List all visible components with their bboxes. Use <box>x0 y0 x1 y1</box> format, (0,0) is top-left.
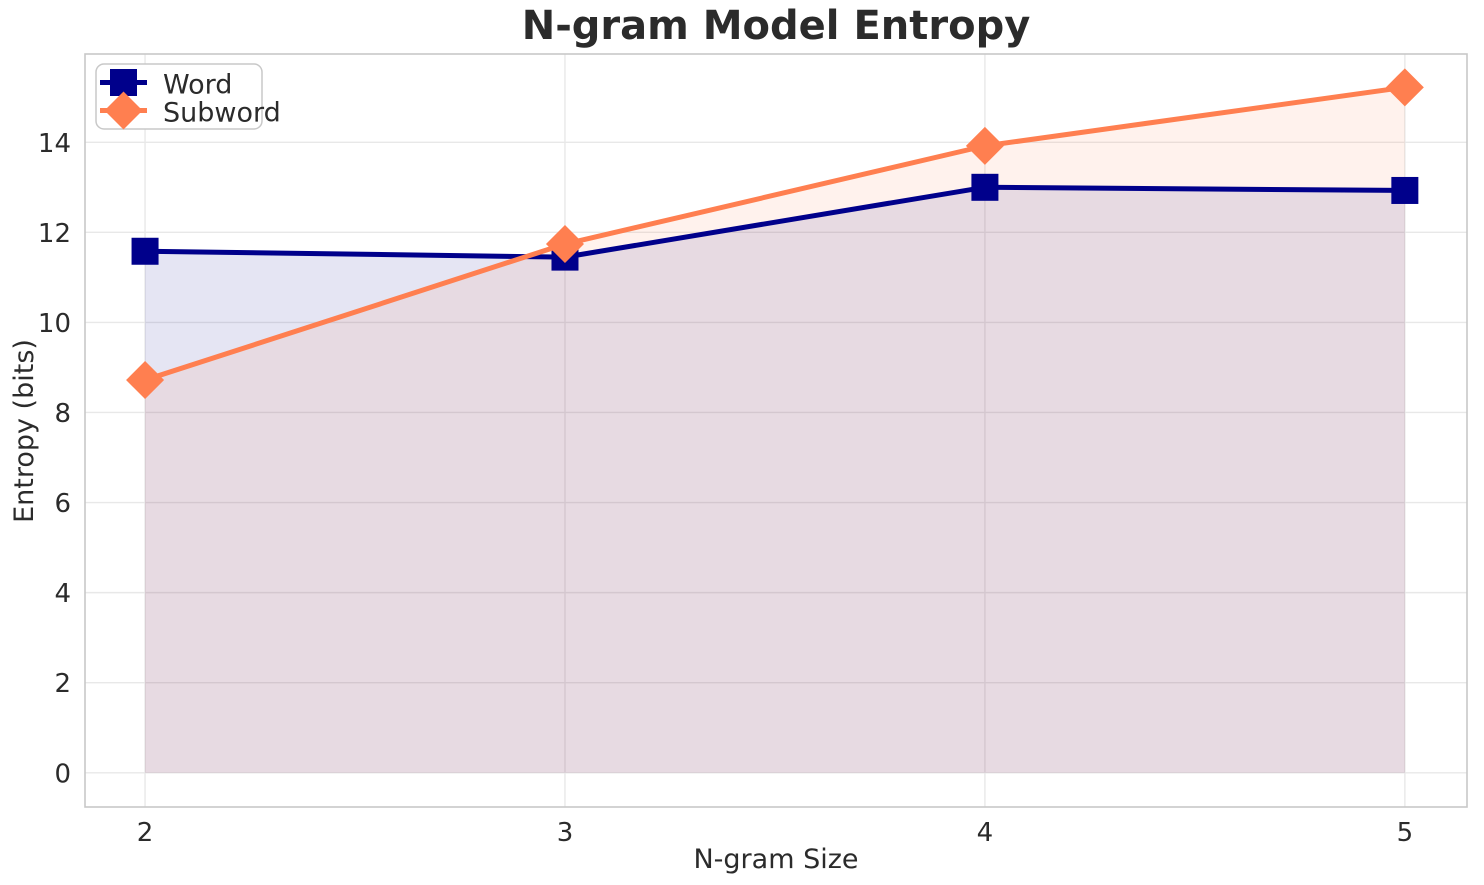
word-line <box>145 184 1405 260</box>
series-subword <box>126 68 1424 400</box>
subword-diamond-marker <box>104 91 143 130</box>
x-tick-2: 2 <box>137 818 154 848</box>
y-tick-2: 2 <box>54 669 71 699</box>
legend: Word Subword <box>95 63 281 130</box>
y-tick-14: 14 <box>38 129 71 159</box>
x-tick-5: 5 <box>1397 818 1414 848</box>
y-tick-4: 4 <box>54 579 71 609</box>
subword-line <box>144 84 1406 383</box>
y-axis-tick-labels: 0 2 4 6 8 10 12 14 <box>38 129 71 790</box>
chart-title: N-gram Model Entropy <box>522 3 1031 49</box>
legend-label-subword: Subword <box>163 98 281 129</box>
series-word <box>131 173 1419 271</box>
x-tick-4: 4 <box>977 818 994 848</box>
y-tick-10: 10 <box>38 309 71 339</box>
plot-border <box>84 53 1468 808</box>
area-fills <box>145 87 1405 773</box>
x-tick-3: 3 <box>557 818 574 848</box>
legend-item-subword: Subword <box>100 91 281 130</box>
legend-label-word: Word <box>163 70 232 101</box>
y-tick-6: 6 <box>54 489 71 519</box>
word-marker-x2 <box>131 237 159 265</box>
area-fill-subword <box>145 87 1405 773</box>
y-tick-0: 0 <box>54 759 71 789</box>
y-tick-8: 8 <box>54 399 71 429</box>
x-axis-label: N-gram Size <box>693 844 858 875</box>
y-axis-label: Entropy (bits) <box>9 339 40 523</box>
series-lines <box>126 68 1424 400</box>
subword-marker-x2 <box>126 361 165 400</box>
word-marker-x5 <box>1391 176 1419 204</box>
word-marker-x4 <box>971 173 999 201</box>
subword-marker-x5 <box>1385 68 1424 107</box>
area-fill-word <box>145 187 1405 773</box>
x-axis-tick-labels: 2 3 4 5 <box>137 818 1413 848</box>
legend-item-word: Word <box>100 69 232 101</box>
y-tick-12: 12 <box>38 219 71 249</box>
subword-marker-x3 <box>545 225 584 264</box>
subword-marker-x4 <box>965 126 1004 165</box>
